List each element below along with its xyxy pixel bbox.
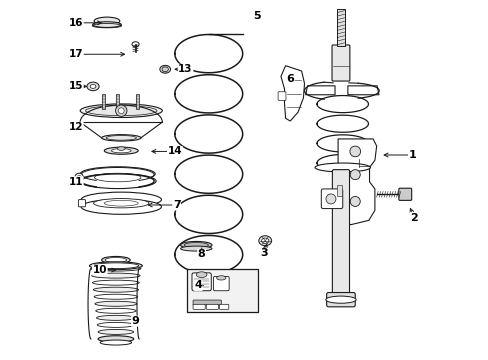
FancyBboxPatch shape: [331, 45, 349, 81]
Ellipse shape: [96, 315, 135, 320]
FancyBboxPatch shape: [78, 200, 85, 207]
Ellipse shape: [111, 149, 131, 153]
Text: 6: 6: [285, 74, 294, 84]
Ellipse shape: [94, 17, 120, 25]
Circle shape: [349, 197, 360, 206]
Text: 15: 15: [68, 81, 83, 91]
Text: 14: 14: [167, 147, 182, 157]
Ellipse shape: [160, 65, 170, 73]
Ellipse shape: [97, 323, 134, 327]
Text: 3: 3: [260, 248, 267, 258]
Ellipse shape: [258, 236, 271, 246]
Ellipse shape: [80, 167, 155, 181]
Circle shape: [349, 146, 360, 157]
FancyBboxPatch shape: [278, 92, 285, 100]
Bar: [337, 185, 341, 196]
Ellipse shape: [180, 246, 212, 251]
FancyBboxPatch shape: [213, 276, 229, 291]
Ellipse shape: [100, 340, 131, 345]
Ellipse shape: [102, 256, 130, 264]
Ellipse shape: [314, 163, 370, 172]
Ellipse shape: [99, 337, 133, 342]
Circle shape: [349, 170, 360, 180]
Bar: [186, 269, 258, 312]
Circle shape: [77, 175, 81, 180]
Text: 17: 17: [68, 49, 83, 59]
Ellipse shape: [80, 104, 162, 117]
Circle shape: [115, 105, 127, 116]
Ellipse shape: [90, 85, 96, 88]
Ellipse shape: [196, 272, 206, 278]
FancyBboxPatch shape: [103, 258, 128, 269]
Ellipse shape: [184, 243, 208, 248]
Ellipse shape: [93, 287, 138, 292]
Polygon shape: [337, 139, 376, 225]
Ellipse shape: [93, 199, 149, 208]
FancyBboxPatch shape: [192, 273, 211, 291]
Ellipse shape: [89, 262, 142, 270]
Circle shape: [118, 108, 124, 113]
Bar: [337, 9, 344, 46]
Ellipse shape: [105, 257, 126, 262]
Text: 12: 12: [68, 122, 83, 132]
Bar: [135, 94, 139, 109]
Text: 1: 1: [407, 150, 415, 160]
Ellipse shape: [261, 238, 268, 243]
Ellipse shape: [95, 301, 137, 306]
FancyBboxPatch shape: [326, 293, 354, 307]
Text: 10: 10: [92, 265, 107, 275]
FancyBboxPatch shape: [193, 300, 221, 305]
Text: 16: 16: [68, 18, 83, 28]
Ellipse shape: [216, 276, 225, 280]
Ellipse shape: [162, 67, 168, 72]
Text: 2: 2: [409, 212, 417, 222]
FancyBboxPatch shape: [321, 189, 342, 208]
Ellipse shape: [98, 329, 133, 334]
Ellipse shape: [93, 22, 121, 27]
Ellipse shape: [87, 82, 99, 91]
Ellipse shape: [85, 106, 157, 116]
Ellipse shape: [91, 266, 141, 271]
Text: 11: 11: [68, 177, 83, 187]
FancyBboxPatch shape: [193, 304, 205, 309]
Ellipse shape: [92, 280, 139, 285]
Ellipse shape: [96, 308, 136, 313]
Ellipse shape: [93, 263, 139, 269]
Ellipse shape: [81, 192, 161, 207]
FancyBboxPatch shape: [398, 188, 411, 201]
Text: 8: 8: [197, 249, 205, 259]
FancyBboxPatch shape: [332, 170, 349, 297]
Ellipse shape: [98, 336, 134, 342]
Text: 9: 9: [131, 316, 139, 326]
Text: 13: 13: [178, 64, 192, 74]
Ellipse shape: [94, 294, 138, 299]
Text: 5: 5: [253, 11, 260, 21]
Circle shape: [75, 173, 83, 182]
Ellipse shape: [325, 296, 355, 303]
Ellipse shape: [81, 199, 161, 214]
Bar: [102, 94, 105, 109]
Ellipse shape: [94, 173, 141, 182]
Polygon shape: [281, 66, 304, 121]
Ellipse shape: [104, 147, 138, 154]
Bar: [116, 94, 119, 109]
Text: 7: 7: [172, 200, 180, 210]
Ellipse shape: [104, 201, 138, 206]
Ellipse shape: [132, 42, 139, 47]
FancyBboxPatch shape: [206, 304, 218, 309]
Circle shape: [325, 194, 335, 204]
Ellipse shape: [117, 147, 125, 150]
Text: 4: 4: [194, 280, 202, 291]
Ellipse shape: [102, 135, 141, 141]
Ellipse shape: [92, 273, 140, 278]
Ellipse shape: [180, 242, 212, 249]
FancyBboxPatch shape: [219, 304, 228, 309]
Ellipse shape: [79, 174, 156, 189]
